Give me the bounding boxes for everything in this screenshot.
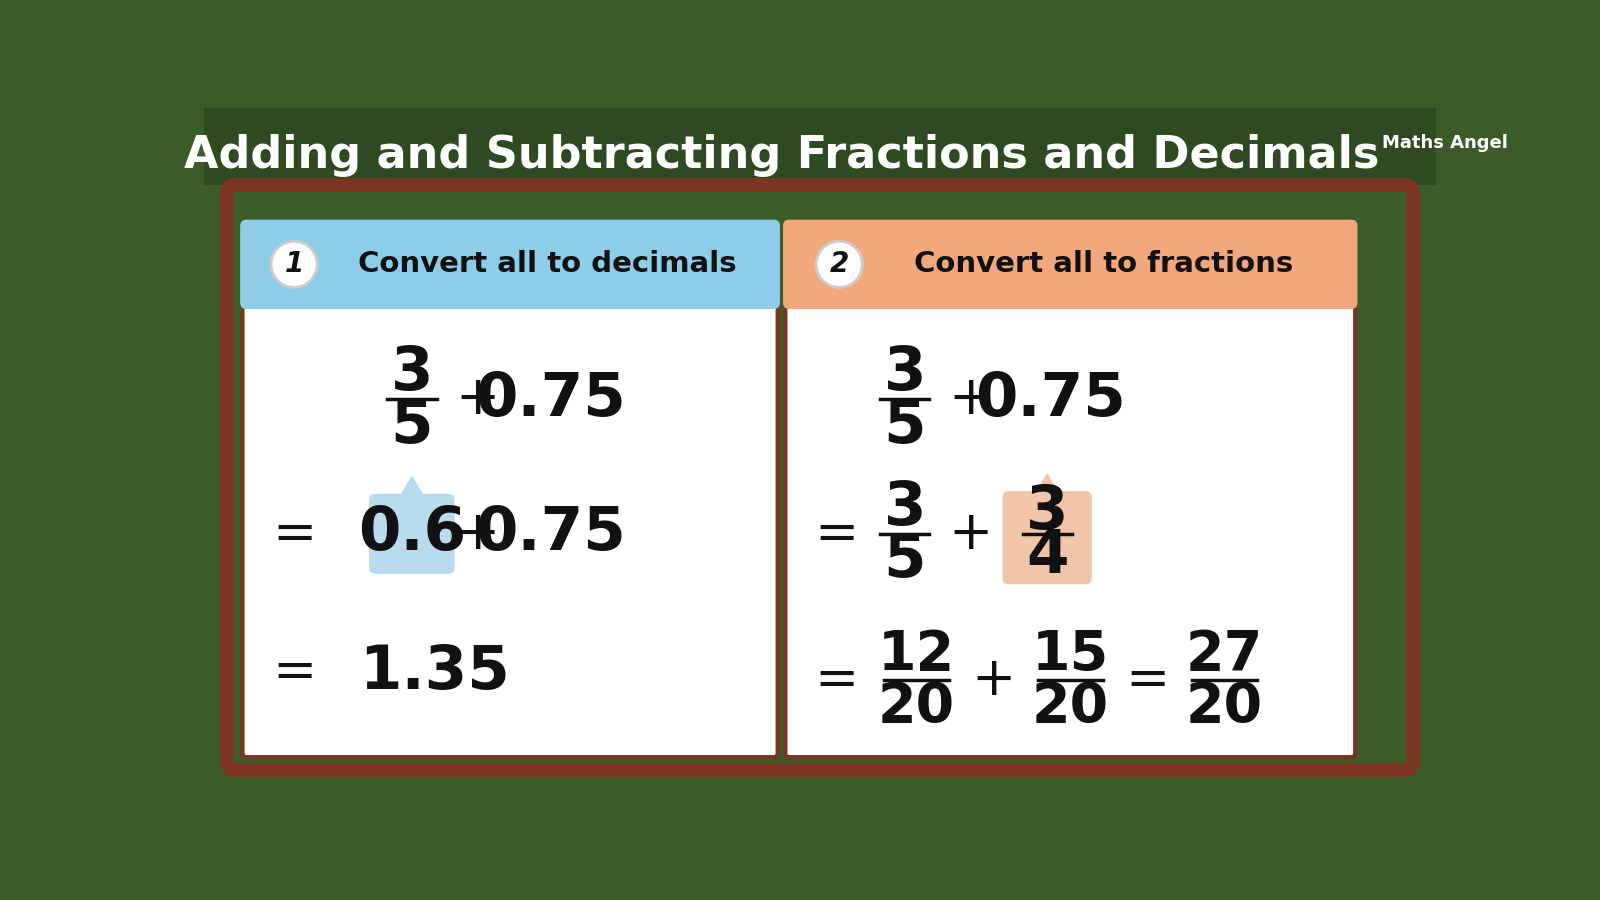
Bar <box>246 226 774 302</box>
Text: 20: 20 <box>1032 680 1109 734</box>
Text: 3: 3 <box>883 479 926 538</box>
Text: 0.75: 0.75 <box>976 370 1126 428</box>
Text: +: + <box>949 374 992 425</box>
Text: =: = <box>814 508 859 560</box>
Text: 5: 5 <box>883 397 926 455</box>
Text: +: + <box>456 508 499 560</box>
Circle shape <box>270 241 317 287</box>
Text: 0.75: 0.75 <box>475 370 626 428</box>
FancyBboxPatch shape <box>243 222 778 757</box>
Text: 4: 4 <box>1026 527 1069 587</box>
Text: 3: 3 <box>390 344 434 403</box>
Text: 12: 12 <box>878 627 955 681</box>
Text: 3: 3 <box>1026 482 1069 542</box>
Bar <box>789 226 1352 302</box>
Text: +: + <box>456 374 499 425</box>
Bar <box>789 272 1352 302</box>
Circle shape <box>269 238 320 290</box>
Text: 0.75: 0.75 <box>475 504 626 563</box>
Text: =: = <box>814 654 859 706</box>
Polygon shape <box>1034 474 1061 497</box>
Circle shape <box>814 238 864 290</box>
Text: =: = <box>272 508 317 560</box>
Text: 20: 20 <box>878 680 955 734</box>
Text: Convert all to decimals: Convert all to decimals <box>358 250 736 278</box>
Text: 0.6: 0.6 <box>358 504 466 563</box>
Text: 15: 15 <box>1032 627 1109 681</box>
Text: =: = <box>272 646 317 698</box>
FancyBboxPatch shape <box>370 494 454 574</box>
Bar <box>246 272 774 302</box>
Text: 1.35: 1.35 <box>360 643 510 702</box>
Polygon shape <box>398 477 426 500</box>
Text: +: + <box>971 654 1016 706</box>
Text: Adding and Subtracting Fractions and Decimals: Adding and Subtracting Fractions and Dec… <box>184 134 1379 177</box>
Text: 5: 5 <box>883 531 926 590</box>
Text: +: + <box>949 508 992 560</box>
Text: 5: 5 <box>390 397 434 455</box>
Text: =: = <box>1125 654 1170 706</box>
Bar <box>205 108 1437 185</box>
FancyBboxPatch shape <box>1003 491 1091 584</box>
Text: Maths Angel: Maths Angel <box>1382 133 1507 151</box>
Text: 20: 20 <box>1186 680 1262 734</box>
Text: Convert all to fractions: Convert all to fractions <box>914 250 1294 278</box>
Circle shape <box>816 241 862 287</box>
Text: 1: 1 <box>285 250 304 278</box>
FancyBboxPatch shape <box>240 220 779 309</box>
Text: 27: 27 <box>1186 627 1262 681</box>
FancyBboxPatch shape <box>786 222 1355 757</box>
Text: 3: 3 <box>883 344 926 403</box>
FancyBboxPatch shape <box>782 220 1357 309</box>
Text: 2: 2 <box>830 250 850 278</box>
